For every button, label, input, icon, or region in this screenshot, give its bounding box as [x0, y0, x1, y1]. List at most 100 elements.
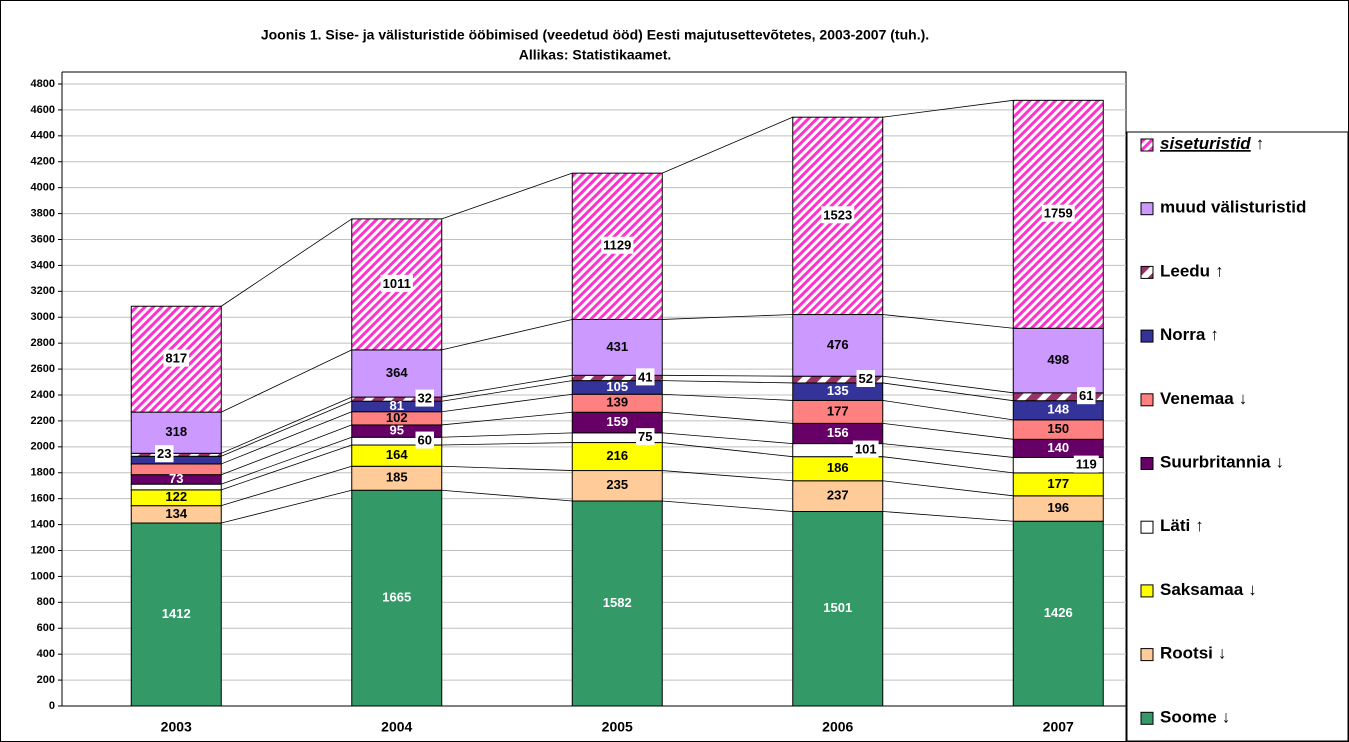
- data-label-box: [636, 368, 655, 386]
- bar-segment: [792, 480, 884, 512]
- bar-segment: [792, 456, 884, 482]
- data-label: 1523: [823, 207, 852, 222]
- series-line: [441, 442, 573, 446]
- legend-trend: ↓: [1222, 708, 1231, 727]
- y-tick-label: 3400: [31, 259, 55, 271]
- bar-segment: [571, 500, 663, 707]
- series-line: [221, 349, 352, 413]
- legend-name: Soome: [1160, 708, 1217, 727]
- data-label: 52: [859, 371, 873, 386]
- series-line: [221, 465, 352, 507]
- series-line: [441, 319, 573, 351]
- series-line: [882, 443, 1014, 458]
- legend-label: Leedu ↑: [1160, 262, 1224, 281]
- data-label: 498: [1047, 352, 1069, 367]
- data-label: 164: [386, 447, 408, 462]
- bar-segment: [130, 522, 222, 707]
- x-tick-label: 2004: [381, 719, 412, 735]
- legend-name: Suurbritannia: [1160, 453, 1271, 472]
- chart-subtitle: Allikas: Statistikaamet.: [519, 47, 672, 63]
- series-line: [662, 432, 793, 444]
- data-label: 431: [606, 339, 628, 354]
- series-line: [882, 456, 1014, 474]
- data-label: 1665: [382, 590, 411, 605]
- series-line: [662, 442, 793, 458]
- legend-swatch: [1140, 711, 1154, 725]
- data-label: 73: [169, 471, 183, 486]
- series-line: [221, 489, 352, 524]
- legend-trend: ↓: [1276, 453, 1285, 472]
- data-label: 1501: [823, 600, 852, 615]
- data-label: 235: [606, 477, 628, 492]
- legend-label: Suurbritannia ↓: [1160, 453, 1284, 472]
- series-line: [662, 470, 793, 482]
- series-line: [882, 511, 1014, 522]
- bar-segment: [1012, 327, 1104, 394]
- data-label: 119: [1076, 457, 1097, 472]
- series-line: [221, 436, 352, 485]
- data-label: 186: [827, 460, 849, 475]
- data-label: 75: [638, 429, 652, 444]
- legend-swatch: [1140, 520, 1154, 534]
- data-label: 81: [390, 398, 404, 413]
- y-tick-label: 4800: [31, 78, 55, 90]
- series-line: [662, 314, 793, 320]
- legend-trend: ↓: [1218, 644, 1227, 663]
- data-label-box: [415, 431, 434, 449]
- data-label: 1011: [383, 276, 411, 291]
- y-tick-label: 600: [37, 622, 55, 634]
- y-tick-label: 0: [49, 700, 55, 712]
- data-label: 61: [1079, 388, 1093, 403]
- data-label: 95: [390, 423, 404, 438]
- series-line: [221, 424, 352, 476]
- plot-frame: [62, 71, 1127, 742]
- series-line: [882, 375, 1014, 394]
- y-tick-label: 2600: [31, 363, 55, 375]
- legend-swatch: [1140, 265, 1154, 279]
- series-line: [662, 500, 793, 512]
- data-label: 318: [165, 424, 187, 439]
- data-label-box: [1041, 204, 1075, 222]
- y-tick-label: 3200: [31, 285, 55, 297]
- data-label: 41: [638, 369, 652, 384]
- data-label: 177: [827, 403, 849, 418]
- chart-title: Joonis 1. Sise- ja välisturistide ööbimi…: [261, 27, 929, 43]
- x-tick-label: 2007: [1043, 719, 1074, 735]
- y-tick-label: 2200: [31, 415, 55, 427]
- legend-trend: ↑: [1256, 134, 1265, 153]
- data-label: 185: [386, 470, 408, 485]
- data-label: 122: [165, 489, 187, 504]
- legend-swatch: [1140, 202, 1154, 216]
- legend-swatch: [1140, 329, 1154, 343]
- legend-trend: ↓: [1239, 389, 1248, 408]
- data-label: 159: [606, 414, 628, 429]
- series-line: [221, 411, 352, 465]
- legend-label: Rootsi ↓: [1160, 644, 1226, 663]
- data-label-box: [1073, 455, 1099, 473]
- y-tick-label: 1200: [31, 544, 55, 556]
- data-label: 23: [157, 446, 171, 461]
- series-line: [441, 374, 573, 398]
- legend-name: Leedu: [1160, 262, 1210, 281]
- y-tick-label: 4000: [31, 182, 55, 194]
- series-line: [882, 382, 1014, 402]
- bar-segment: [571, 470, 663, 502]
- y-tick-label: 2000: [31, 441, 55, 453]
- data-label: 139: [606, 395, 628, 410]
- data-label: 101: [855, 442, 877, 457]
- data-label-box: [155, 445, 174, 463]
- y-tick-label: 200: [37, 674, 55, 686]
- series-line: [882, 314, 1014, 329]
- series-line: [441, 380, 573, 402]
- legend-name: Rootsi: [1160, 644, 1213, 663]
- data-label: 60: [418, 433, 432, 448]
- data-label: 134: [165, 506, 187, 521]
- y-tick-label: 4400: [31, 130, 55, 142]
- legend-name: Saksamaa: [1160, 580, 1244, 599]
- series-line: [882, 422, 1014, 440]
- data-label-box: [821, 206, 855, 224]
- data-label-box: [601, 236, 634, 254]
- data-label: 817: [165, 351, 187, 366]
- data-label: 1412: [162, 606, 191, 621]
